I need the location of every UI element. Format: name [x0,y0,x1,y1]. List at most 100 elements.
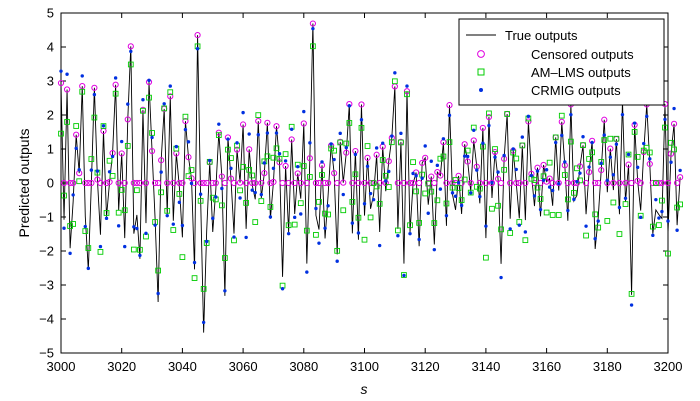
am-lms-point [58,130,64,137]
crmig-point [578,171,582,175]
censored-point [279,179,286,187]
censored-point [312,179,320,187]
am-lms-point [449,184,456,191]
crmig-point [150,135,154,140]
censored-point [182,118,189,125]
am-lms-point [97,249,104,255]
crmig-point [563,160,567,164]
am-lms-point [121,207,128,214]
am-lms-point [322,210,328,217]
am-lms-point [580,142,586,149]
censored-point [315,179,323,187]
am-lms-point [398,139,404,146]
am-lms-point [407,222,413,229]
crmig-point [469,191,473,195]
crmig-point [657,216,661,220]
censored-point [270,178,277,186]
crmig-point [286,231,291,236]
crmig-point [220,186,224,191]
crmig-point [423,144,427,148]
censored-point [230,179,238,187]
crmig-point [350,221,355,225]
censored-point [236,179,244,186]
crmig-point [223,289,227,293]
crmig-point [481,141,485,145]
crmig-point [502,153,506,158]
am-lms-point [270,154,277,161]
crmig-point [371,197,376,202]
am-lms-point [401,272,407,278]
am-lms-point [373,183,380,190]
crmig-point [62,226,66,230]
crmig-point [611,173,616,177]
am-lms-point [291,221,298,228]
crmig-point [314,206,318,211]
am-lms-point [127,61,134,68]
crmig-point [283,159,288,163]
censored-point [264,119,271,126]
am-lms-point [607,135,614,142]
censored-point [419,159,426,167]
crmig-point [438,187,443,191]
censored-point [70,179,77,187]
am-lms-point [91,114,98,121]
censored-point [531,179,538,187]
censored-point [261,170,268,177]
censored-point [288,136,295,143]
crmig-point [384,179,388,183]
censored-point [252,179,259,187]
crmig-point [120,139,124,144]
y-tick-label: 5 [47,6,54,21]
am-lms-point [200,286,207,292]
am-lms-point [425,180,432,187]
y-tick-label: −2 [39,244,54,259]
am-lms-point [179,254,186,260]
crmig-point [274,131,279,135]
censored-point [118,150,125,157]
censored-point [455,172,462,179]
censored-point [670,120,678,127]
censored-point [142,179,150,187]
am-lms-point [249,172,256,179]
censored-point [343,149,350,156]
am-lms-point [601,137,608,143]
crmig-point [289,127,294,131]
am-lms-outputs-series [58,43,683,297]
am-lms-point [428,188,435,195]
am-lms-point [674,204,680,211]
crmig-point [83,224,87,229]
censored-point [258,179,265,187]
am-lms-point [285,222,292,229]
crmig-point [602,133,606,137]
crmig-point [547,185,552,189]
legend-crmig-marker [479,88,483,92]
am-lms-point [137,246,143,253]
censored-point [85,179,92,187]
am-lms-point [604,218,611,224]
crmig-point [669,160,673,164]
censored-point [349,179,356,187]
censored-point [340,179,347,186]
censored-point [470,137,477,144]
censored-point [355,179,362,187]
censored-point [677,174,684,181]
censored-point [209,179,216,187]
y-tick-label: −1 [39,210,54,225]
crmig-point [620,112,625,117]
censored-point [482,179,489,187]
crmig-point [572,197,576,202]
am-lms-point [483,254,489,261]
am-lms-point [558,112,565,119]
crmig-point [323,226,327,230]
crmig-point [523,230,528,234]
crmig-point [520,135,525,139]
am-lms-point [70,221,76,227]
am-lms-point [215,132,222,138]
censored-point [127,43,134,50]
legend-amlms-label: AM–LMS outputs [531,65,631,80]
am-lms-point [531,177,538,183]
censored-point [443,179,450,187]
crmig-point [247,132,251,136]
am-lms-point [410,159,416,165]
crmig-point [165,213,169,218]
